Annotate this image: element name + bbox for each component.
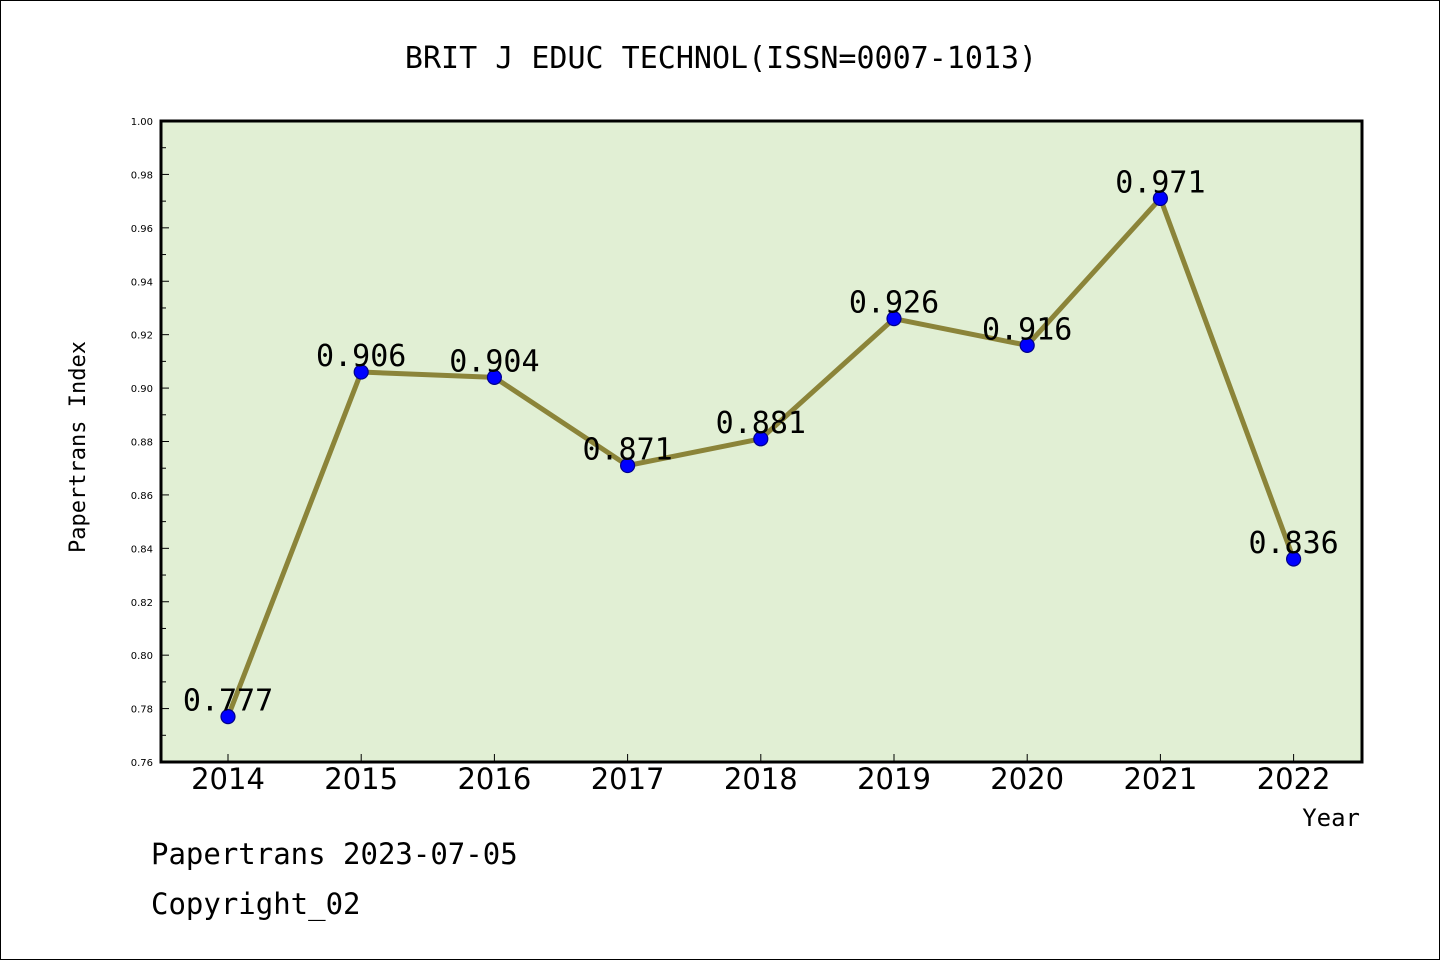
y-tick-label: 0.98 bbox=[131, 170, 153, 181]
y-tick-label: 1.00 bbox=[131, 117, 153, 128]
y-tick-label: 0.80 bbox=[131, 651, 153, 662]
x-axis-tick-labels: 2014 2015 2016 2017 2018 2019 2020 2021 2022 bbox=[191, 762, 1330, 796]
x-tick-label: 2020 bbox=[990, 762, 1064, 796]
x-tick-label: 2021 bbox=[1123, 762, 1197, 796]
data-labels: 0.777 0.906 0.904 0.871 0.881 0.926 0.916 0.971… bbox=[183, 165, 1339, 718]
y-tick-label: 0.92 bbox=[131, 331, 153, 342]
y-tick-label: 0.76 bbox=[131, 758, 153, 769]
data-point-marker bbox=[753, 431, 769, 447]
data-label: 0.906 bbox=[316, 339, 406, 374]
data-label: 0.971 bbox=[1115, 165, 1205, 200]
y-axis-tick-labels: 0.76 0.78 0.80 0.82 0.84 0.86 0.88 0.90 0.92 0.94… bbox=[131, 117, 153, 769]
data-point-marker bbox=[1019, 337, 1035, 353]
data-point-marker bbox=[220, 708, 236, 725]
data-point-marker bbox=[1152, 190, 1169, 207]
data-point-marker bbox=[486, 369, 502, 385]
data-label: 0.836 bbox=[1248, 526, 1338, 561]
x-tick-label: 2018 bbox=[724, 762, 798, 796]
data-label: 0.916 bbox=[982, 312, 1072, 347]
footer-copyright: Copyright_02 bbox=[151, 887, 361, 921]
y-axis-label: Papertrans Index bbox=[66, 341, 91, 553]
data-label: 0.904 bbox=[449, 344, 539, 379]
y-tick-label: 0.84 bbox=[131, 544, 153, 555]
y-tick-label: 0.96 bbox=[131, 224, 153, 235]
x-tick-label: 2019 bbox=[857, 762, 931, 796]
footer-date: Papertrans 2023-07-05 bbox=[151, 837, 518, 871]
data-label: 0.777 bbox=[183, 684, 273, 719]
y-tick-label: 0.94 bbox=[131, 277, 153, 288]
x-tick-label: 2015 bbox=[324, 762, 398, 796]
x-axis-label: Year bbox=[1302, 804, 1360, 832]
chart-title: BRIT J EDUC TECHNOL(ISSN=0007-1013) bbox=[405, 41, 1037, 76]
data-point-marker bbox=[1285, 551, 1302, 567]
y-tick-label: 0.78 bbox=[131, 705, 153, 716]
data-label: 0.926 bbox=[849, 286, 939, 321]
data-point-marker bbox=[353, 364, 369, 380]
data-point-marker bbox=[619, 457, 636, 474]
plot-border bbox=[159, 119, 1364, 764]
y-tick-label: 0.82 bbox=[131, 598, 153, 609]
y-tick-label: 0.88 bbox=[131, 438, 153, 449]
x-tick-label: 2022 bbox=[1257, 762, 1331, 796]
x-tick-label: 2014 bbox=[191, 762, 265, 796]
data-points bbox=[220, 190, 1302, 725]
y-tick-label: 0.86 bbox=[131, 491, 153, 502]
data-label: 0.871 bbox=[582, 433, 672, 468]
y-tick-label: 0.90 bbox=[131, 384, 153, 395]
data-point-marker bbox=[886, 311, 902, 327]
data-label: 0.881 bbox=[716, 406, 806, 441]
x-tick-label: 2017 bbox=[591, 762, 665, 796]
x-tick-label: 2016 bbox=[457, 762, 531, 796]
